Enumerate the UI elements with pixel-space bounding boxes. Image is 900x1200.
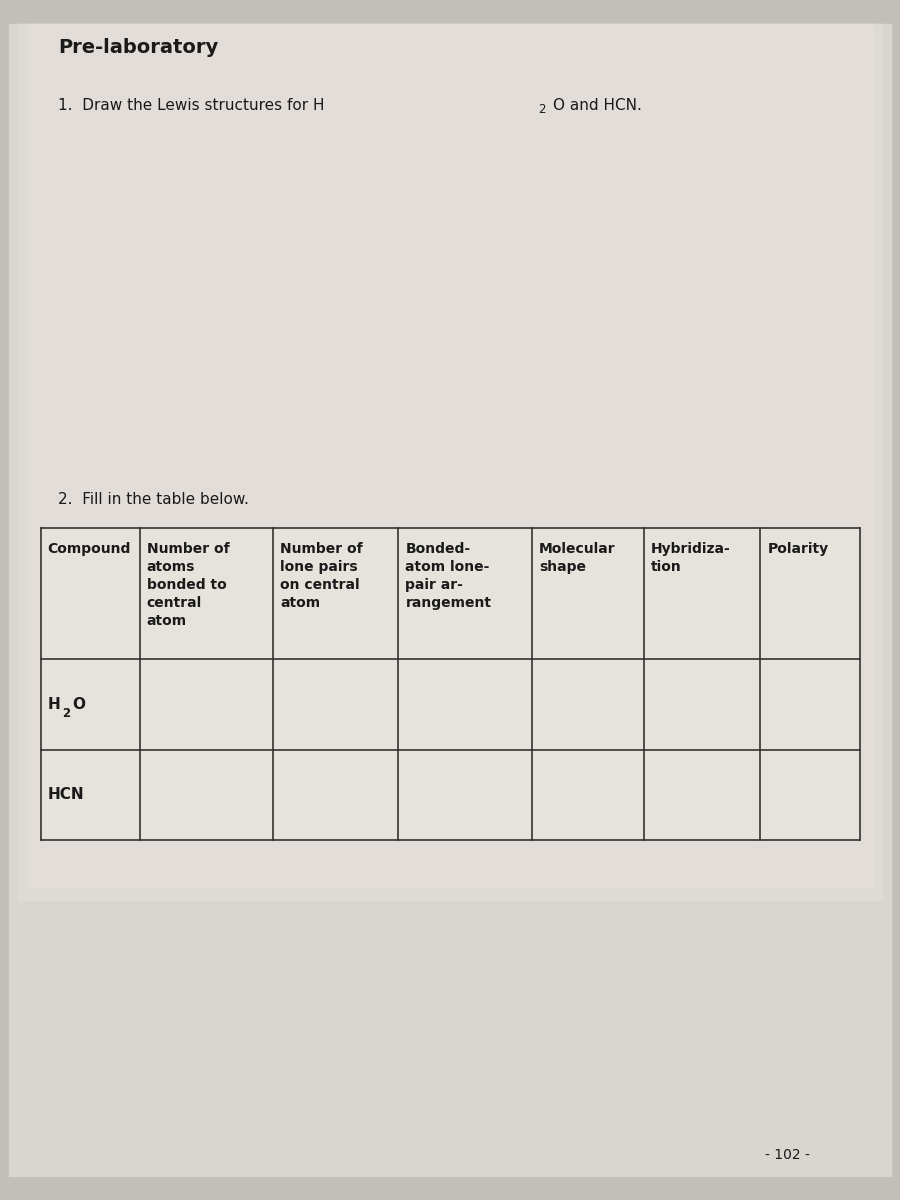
Text: 2.  Fill in the table below.: 2. Fill in the table below. — [58, 492, 249, 506]
Text: O and HCN.: O and HCN. — [553, 98, 642, 113]
Text: HCN: HCN — [48, 787, 85, 803]
Text: - 102 -: - 102 - — [765, 1147, 810, 1162]
Text: Number of
atoms
bonded to
central
atom: Number of atoms bonded to central atom — [147, 542, 230, 628]
Text: O: O — [72, 697, 85, 712]
Text: Bonded-
atom lone-
pair ar-
rangement: Bonded- atom lone- pair ar- rangement — [406, 542, 491, 610]
Text: H: H — [48, 697, 60, 712]
Bar — [18, 24, 882, 900]
Text: 2: 2 — [62, 707, 70, 720]
Text: Molecular
shape: Molecular shape — [539, 542, 616, 575]
Text: 2: 2 — [538, 103, 545, 116]
Text: Hybridiza-
tion: Hybridiza- tion — [652, 542, 731, 575]
Bar — [27, 24, 873, 888]
Bar — [40, 528, 859, 840]
Text: Compound: Compound — [48, 542, 131, 557]
Text: 1.  Draw the Lewis structures for H: 1. Draw the Lewis structures for H — [58, 98, 325, 113]
Text: Polarity: Polarity — [768, 542, 829, 557]
Text: Number of
lone pairs
on central
atom: Number of lone pairs on central atom — [281, 542, 363, 610]
Text: Pre-laboratory: Pre-laboratory — [58, 38, 219, 58]
